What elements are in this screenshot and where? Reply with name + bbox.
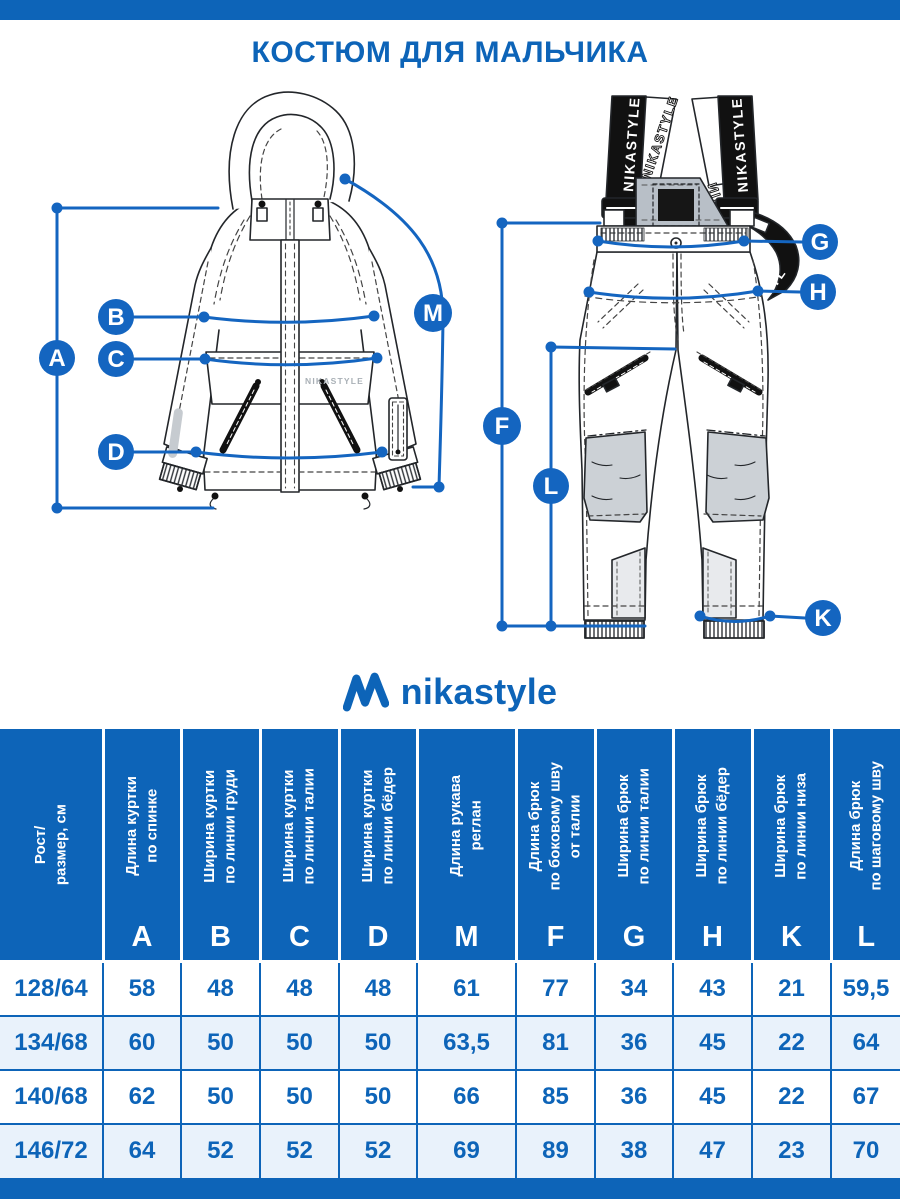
measure-badge-h: H: [800, 274, 836, 310]
svg-text:F: F: [495, 413, 510, 440]
svg-text:A: A: [48, 345, 65, 372]
jacket-drawing: NIKASTYLE: [158, 91, 422, 510]
value-cell: 22: [751, 1068, 832, 1125]
brand-logo-text: nikastyle: [400, 671, 558, 712]
svg-text:H: H: [809, 279, 826, 306]
header-col-k: Ширина брюк по линии низа K: [750, 729, 833, 963]
value-cell: 48: [259, 960, 340, 1017]
svg-text:M: M: [423, 300, 443, 327]
svg-text:L: L: [544, 473, 559, 500]
bottom-bar: [0, 1177, 900, 1199]
jacket-brand-label: NIKASTYLE: [305, 376, 364, 386]
measure-badge-m: M: [414, 294, 452, 332]
value-cell: 21: [751, 960, 832, 1017]
value-cell: 50: [338, 1014, 418, 1071]
value-cell: 47: [672, 1122, 753, 1179]
top-bar: [0, 0, 900, 20]
header-col-b: Ширина куртки по линии груди B: [179, 729, 262, 963]
value-cell: 61: [416, 960, 517, 1017]
value-cell: 48: [338, 960, 418, 1017]
measure-badge-l: L: [533, 468, 569, 504]
value-cell: 77: [515, 960, 596, 1017]
page-title: КОСТЮМ ДЛЯ МАЛЬЧИКА: [251, 35, 649, 69]
value-cell: 89: [515, 1122, 596, 1179]
header-col-c: Ширина куртки по линии талии C: [258, 729, 341, 963]
header-col-l: Длина брюк по шаговому шву L: [829, 729, 900, 963]
value-cell: 50: [180, 1068, 261, 1125]
measure-badge-b: B: [98, 299, 134, 335]
garment-diagram-svg: NIKASTYLE NIKASTYLE NIKASTYLE NIKASTYLE …: [39, 91, 841, 639]
table-row: 140/68 62 50 50 50 66 85 36 45 22 67: [0, 1068, 900, 1125]
value-cell: 70: [830, 1122, 900, 1179]
header-col-h: Ширина брюк по линии бёдер H: [671, 729, 754, 963]
size-cell: 134/68: [0, 1014, 104, 1071]
value-cell: 36: [594, 1014, 674, 1071]
table-row: 146/72 64 52 52 52 69 89 38 47 23 70: [0, 1122, 900, 1179]
header-col-a: Длина куртки по спинке A: [101, 729, 183, 963]
value-cell: 58: [102, 960, 182, 1017]
value-cell: 69: [416, 1122, 517, 1179]
measure-badge-c: C: [98, 341, 134, 377]
header-col-g: Ширина брюк по линии талии G: [593, 729, 675, 963]
header-col-m: Длина рукава реглан M: [415, 729, 518, 963]
suspender-front-left-label: NIKASTYLE: [620, 96, 643, 192]
measure-badge-a: A: [39, 340, 75, 376]
value-cell: 43: [672, 960, 753, 1017]
value-cell: 50: [259, 1068, 340, 1125]
svg-text:K: K: [814, 605, 832, 632]
value-cell: 64: [830, 1014, 900, 1071]
value-cell: 45: [672, 1068, 753, 1125]
value-cell: 22: [751, 1014, 832, 1071]
value-cell: 62: [102, 1068, 182, 1125]
value-cell: 50: [180, 1014, 261, 1071]
value-cell: 85: [515, 1068, 596, 1125]
suspender-front-right-label: NIKASTYLE: [728, 96, 751, 192]
value-cell: 59,5: [830, 960, 900, 1017]
value-cell: 38: [594, 1122, 674, 1179]
measurement-overlay: A B C D M F L G H K: [39, 173, 841, 636]
garment-diagram: NIKASTYLE NIKASTYLE NIKASTYLE NIKASTYLE …: [0, 85, 900, 655]
svg-text:G: G: [811, 229, 830, 256]
brand-logo: nikastyle: [0, 655, 900, 729]
header-col-f: Длина брюк по боковому шву от талии F: [514, 729, 597, 963]
value-cell: 60: [102, 1014, 182, 1071]
value-cell: 48: [180, 960, 261, 1017]
value-cell: 45: [672, 1014, 753, 1071]
value-cell: 63,5: [416, 1014, 517, 1071]
svg-text:D: D: [107, 439, 124, 466]
value-cell: 67: [830, 1068, 900, 1125]
table-row: 134/68 60 50 50 50 63,5 81 36 45 22 64: [0, 1014, 900, 1071]
value-cell: 52: [338, 1122, 418, 1179]
measure-badge-d: D: [98, 434, 134, 470]
measure-badge-k: K: [805, 600, 841, 636]
size-table: Рост/ размер, см Длина куртки по спинке A…: [0, 729, 900, 1179]
value-cell: 52: [259, 1122, 340, 1179]
table-header-row: Рост/ размер, см Длина куртки по спинке A…: [0, 729, 900, 963]
value-cell: 64: [102, 1122, 182, 1179]
value-cell: 34: [594, 960, 674, 1017]
value-cell: 52: [180, 1122, 261, 1179]
header-size: Рост/ размер, см: [0, 729, 105, 963]
value-cell: 81: [515, 1014, 596, 1071]
brand-logo-icon: [342, 672, 389, 712]
value-cell: 50: [259, 1014, 340, 1071]
measure-badge-f: F: [483, 407, 521, 445]
value-cell: 66: [416, 1068, 517, 1125]
size-cell: 140/68: [0, 1068, 104, 1125]
header-col-d: Ширина куртки по линии бёдер D: [337, 729, 419, 963]
value-cell: 36: [594, 1068, 674, 1125]
table-row: 128/64 58 48 48 48 61 77 34 43 21 59,5: [0, 960, 900, 1017]
value-cell: 23: [751, 1122, 832, 1179]
svg-text:C: C: [107, 346, 124, 373]
size-cell: 128/64: [0, 960, 104, 1017]
svg-text:B: B: [107, 304, 124, 331]
value-cell: 50: [338, 1068, 418, 1125]
size-cell: 146/72: [0, 1122, 104, 1179]
measure-badge-g: G: [802, 224, 838, 260]
pants-drawing: NIKASTYLE NIKASTYLE NIKASTYLE NIKASTYLE …: [578, 93, 800, 639]
